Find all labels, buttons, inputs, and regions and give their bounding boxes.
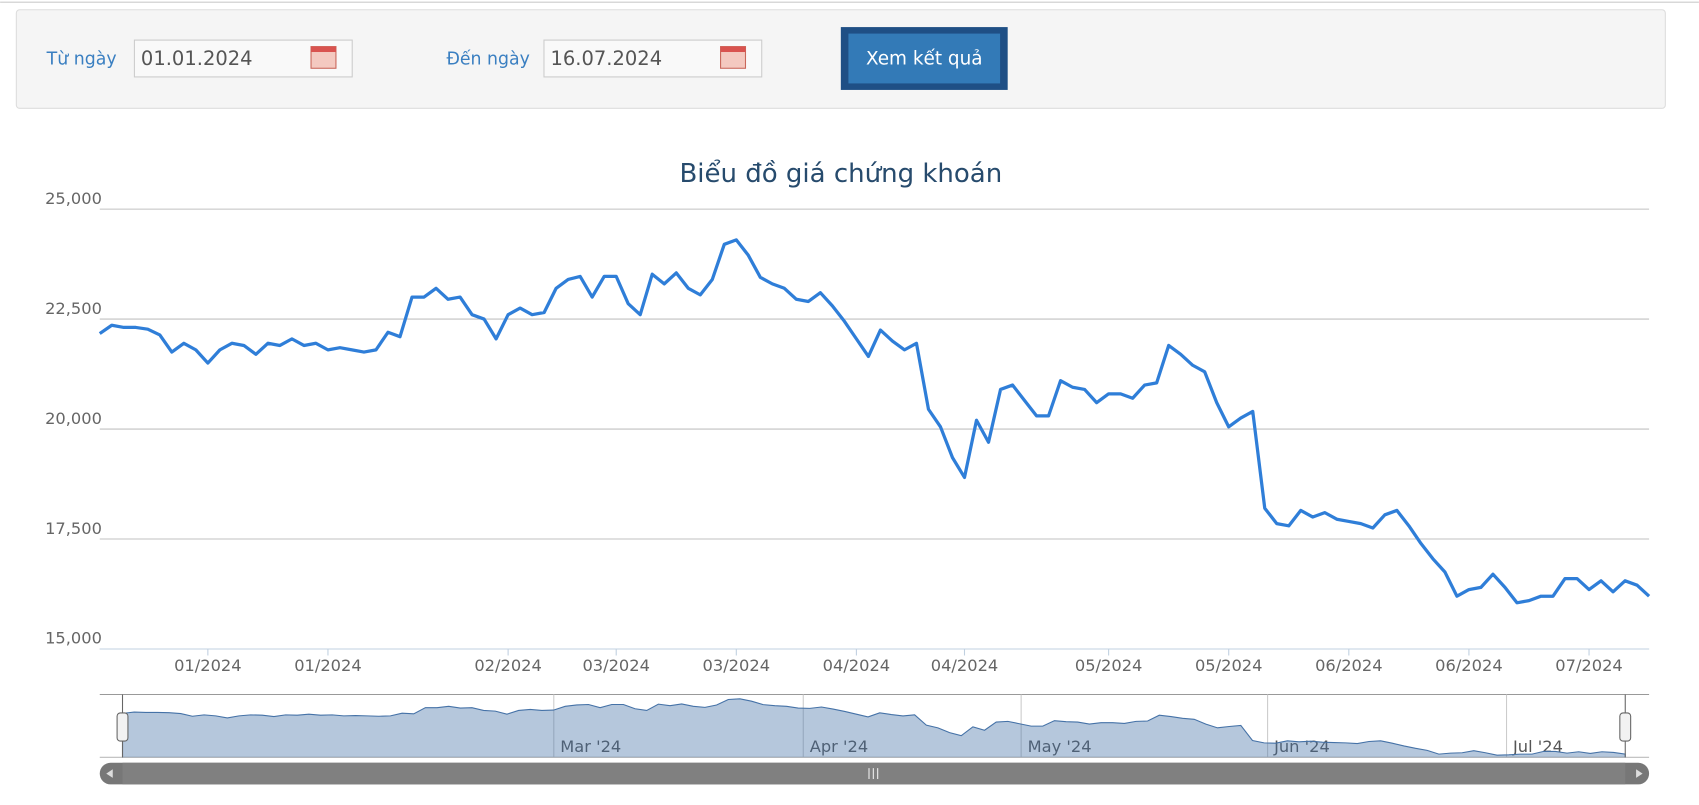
x-tick-label: 04/2024 [823, 656, 891, 675]
scroll-grip [868, 768, 879, 779]
scroll-left[interactable] [106, 769, 113, 778]
x-tick-label: 01/2024 [294, 656, 362, 675]
y-tick-label: 22,500 [45, 299, 102, 318]
y-tick-label: 17,500 [45, 519, 102, 538]
x-tick-label: 02/2024 [474, 656, 542, 675]
navigator-handle[interactable] [1619, 712, 1632, 742]
scroll-right[interactable] [1636, 769, 1643, 778]
x-tick-label: 03/2024 [582, 656, 650, 675]
y-tick-label: 25,000 [45, 189, 102, 208]
navigator-label: May '24 [1028, 737, 1092, 756]
x-tick-label: 05/2024 [1075, 656, 1143, 675]
to-input[interactable]: 16.07.2024 [543, 39, 763, 78]
chart-title: Biểu đồ giá chứng khoán [679, 158, 1002, 189]
to-value[interactable]: 16.07.2024 [550, 47, 662, 70]
x-tick-label: 06/2024 [1435, 656, 1503, 675]
x-tick-label: 01/2024 [174, 656, 242, 675]
x-tick-label: 06/2024 [1315, 656, 1383, 675]
x-tick-label: 05/2024 [1195, 656, 1263, 675]
x-tick-label: 04/2024 [931, 656, 999, 675]
navigator-area [121, 698, 1626, 758]
navigator-label: Apr '24 [810, 737, 868, 756]
navigator-handle[interactable] [116, 712, 129, 742]
x-tick-label: 07/2024 [1555, 656, 1623, 675]
from-label: Từ ngày [46, 50, 117, 70]
y-tick-label: 20,000 [45, 409, 102, 428]
price-line [98, 238, 1651, 605]
x-tick-label: 03/2024 [703, 656, 771, 675]
from-value[interactable]: 01.01.2024 [141, 47, 253, 70]
y-tick-label: 15,000 [45, 629, 102, 648]
to-label: Đến ngày [446, 49, 529, 70]
submit-button[interactable]: Xem kết quả [840, 27, 1008, 90]
submit-label[interactable]: Xem kết quả [866, 49, 983, 70]
from-input[interactable]: 01.01.2024 [133, 39, 353, 78]
navigator-label: Mar '24 [560, 737, 621, 756]
